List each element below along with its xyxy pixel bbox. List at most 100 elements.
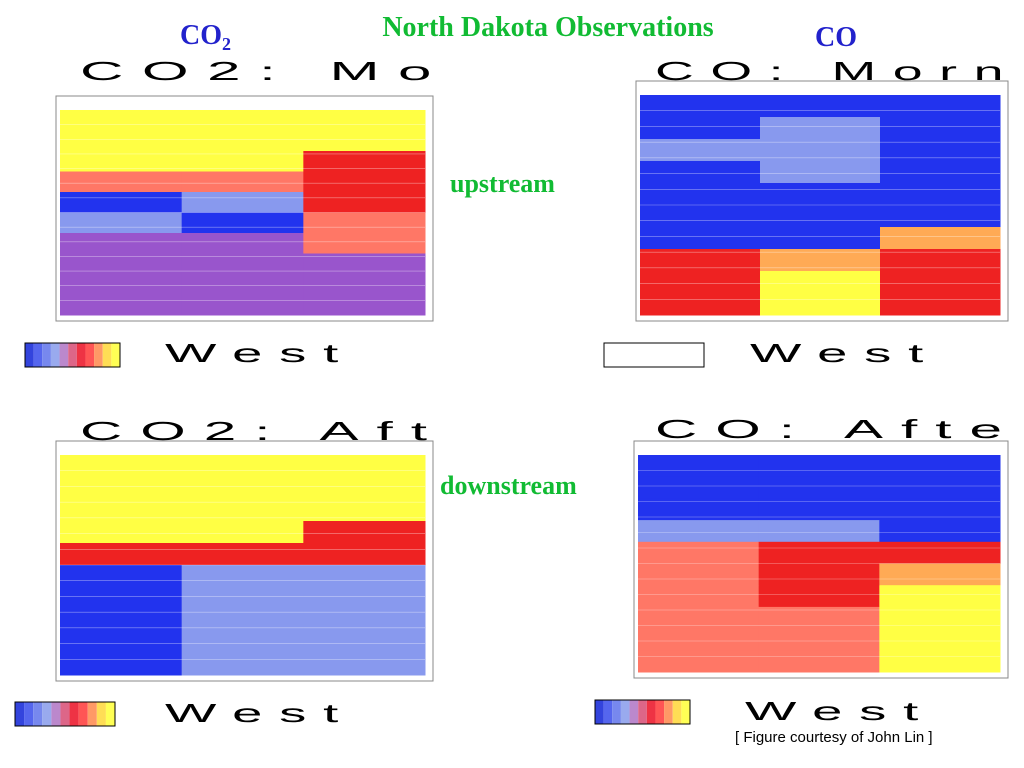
colorbar-cell <box>87 702 97 726</box>
heatmap-cell <box>638 476 760 499</box>
colorbar-cell <box>664 700 673 724</box>
heatmap-cell <box>758 476 880 499</box>
heatmap-cell <box>60 110 183 131</box>
heatmap-cell <box>60 565 183 588</box>
heatmap-cell <box>303 192 426 213</box>
colorbar-cell <box>50 343 60 367</box>
heatmap-cell <box>879 455 1001 478</box>
heatmap-cell <box>303 110 426 131</box>
x-axis-label: West <box>165 338 355 368</box>
x-axis-label: West <box>745 696 935 726</box>
heatmap-cell <box>638 455 760 478</box>
heatmap-cell <box>640 161 761 184</box>
co-heading: CO <box>815 22 857 53</box>
heatmap-cell <box>60 543 183 566</box>
heatmap-cell <box>879 585 1001 608</box>
heatmap-cell <box>640 271 761 294</box>
heatmap-cell <box>879 498 1001 521</box>
x-axis-label: West <box>165 698 355 728</box>
heatmap-cell <box>60 631 183 654</box>
heatmap-cell <box>638 606 760 630</box>
colorbar-cell <box>620 700 630 724</box>
heatmap-cell <box>60 274 183 295</box>
heatmap-cell <box>181 151 304 172</box>
heatmap-cell <box>638 498 760 521</box>
heatmap-cell <box>640 205 761 228</box>
heatmap-cell <box>880 249 1001 272</box>
heatmap-cell <box>303 171 426 193</box>
heatmap-cell <box>60 151 183 172</box>
heatmap-cell <box>640 293 761 316</box>
heatmap-cell <box>60 253 183 275</box>
heatmap-cell <box>638 585 760 608</box>
heatmap-cell <box>60 587 183 610</box>
colorbar-frame <box>14 701 116 727</box>
heatmap-cell <box>60 212 183 234</box>
heatmap-cell <box>879 650 1001 673</box>
colorbar-cell <box>94 343 103 367</box>
heatmap-cell <box>760 249 881 272</box>
heatmap-cell <box>303 233 426 254</box>
colorbar-cell <box>629 700 639 724</box>
heatmap-cell <box>638 541 760 564</box>
credit: [ Figure courtesy of John Lin ] <box>735 729 933 746</box>
downstream-label: downstream <box>440 471 577 500</box>
colorbar-cell <box>33 343 43 367</box>
heatmap-cell <box>879 520 1001 543</box>
heatmap-cell <box>638 520 760 543</box>
heatmap-cell <box>303 631 426 654</box>
panel-title: CO2: Mo <box>80 56 450 86</box>
heatmap-cell <box>638 563 760 586</box>
heatmap-cell <box>638 650 760 673</box>
heatmap-cell <box>640 139 761 162</box>
colorbar-cell <box>51 702 61 726</box>
heatmap-cell <box>303 521 426 544</box>
heatmap <box>640 95 1001 316</box>
heatmap-cell <box>880 227 1001 250</box>
heatmap-cell <box>760 271 881 294</box>
heatmap-cell <box>758 606 880 630</box>
heatmap-cell <box>181 587 304 610</box>
heatmap-cell <box>760 161 881 184</box>
heatmap-cell <box>880 271 1001 294</box>
heatmap-cell <box>181 653 304 676</box>
heatmap-cell <box>181 212 304 234</box>
heatmap-cell <box>181 521 304 544</box>
heatmap-cell <box>879 606 1001 630</box>
heatmap-cell <box>303 212 426 234</box>
heatmap-cell <box>181 110 304 131</box>
heatmap-cell <box>760 293 881 316</box>
heatmap-cell <box>181 233 304 254</box>
co2-main: CO <box>180 20 222 51</box>
colorbar-cell <box>672 700 682 724</box>
slide-title: North Dakota Observations <box>382 12 713 43</box>
heatmap-cell <box>880 205 1001 228</box>
heatmap-cell <box>760 205 881 228</box>
colorbar-cell <box>105 702 115 726</box>
heatmap-cell <box>303 587 426 610</box>
colorbar-cell <box>76 343 86 367</box>
panel-title: CO: Afte <box>655 414 1020 444</box>
heatmap-cell <box>181 455 304 478</box>
heatmap-cell <box>181 631 304 654</box>
heatmap-cell <box>640 183 761 206</box>
heatmap-cell <box>758 455 880 478</box>
heatmap-cell <box>303 294 426 316</box>
upstream-label: upstream <box>450 169 555 198</box>
heatmap-cell <box>60 477 183 500</box>
colorbar-cell <box>42 702 52 726</box>
heatmap-cell <box>758 563 880 586</box>
heatmap-cell <box>758 520 880 543</box>
heatmap-cell <box>640 249 761 272</box>
heatmap-cell <box>60 294 183 316</box>
heatmap-cell <box>640 227 761 250</box>
heatmap-cell <box>181 294 304 316</box>
heatmap-cell <box>879 476 1001 499</box>
colorbar-cell <box>681 700 690 724</box>
heatmap-cell <box>60 609 183 632</box>
heatmap-cell <box>181 130 304 152</box>
colorbar-cell <box>638 700 647 724</box>
colorbar-cell <box>69 702 79 726</box>
heatmap-cell <box>880 161 1001 184</box>
heatmap-cell <box>60 130 183 152</box>
